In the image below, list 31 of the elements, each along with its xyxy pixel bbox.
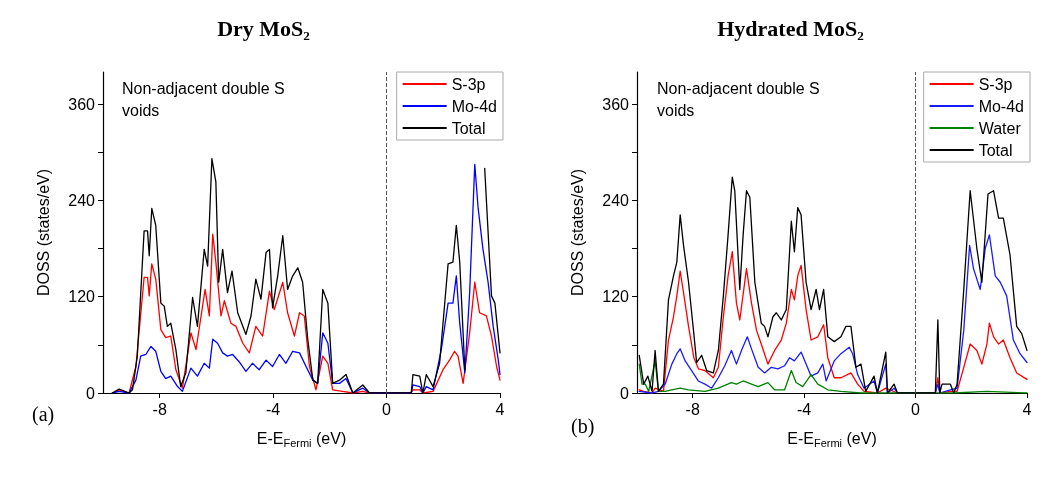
chart-title: Hydrated MoS₂ <box>717 15 865 41</box>
y-tick-label: 360 <box>68 95 96 113</box>
y-tick-label: 0 <box>620 384 630 402</box>
x-tick-label: -4 <box>797 400 812 418</box>
legend-label: Mo-4d <box>451 97 498 115</box>
annotation: Non-adjacent double S voids <box>657 79 825 119</box>
y-tick-label: 240 <box>68 191 96 209</box>
text: (b) <box>571 415 595 438</box>
chart-title: Dry MoS₂ <box>217 15 311 41</box>
legend-label: S-3p <box>451 75 486 93</box>
y-axis-title: DOSS (states/eV) <box>34 168 52 297</box>
x-tick-label: -8 <box>685 400 700 418</box>
y-tick-label: 0 <box>86 384 96 402</box>
legend-label: Total <box>978 141 1013 159</box>
x-tick-label: -8 <box>152 400 167 418</box>
y-tick-label: 240 <box>602 191 630 209</box>
x-tick-label: 0 <box>382 400 392 418</box>
legend-label: Total <box>451 119 486 137</box>
legend-label: Water <box>978 119 1022 137</box>
text: (a) <box>32 403 55 426</box>
x-tick-label: -4 <box>266 400 281 418</box>
y-tick-label: 360 <box>602 95 630 113</box>
x-tick-label: 4 <box>495 400 505 418</box>
legend-label: Mo-4d <box>978 97 1025 115</box>
y-tick-label: 120 <box>68 288 96 306</box>
x-tick-label: 4 <box>1022 400 1032 418</box>
annotation: Non-adjacent double S voids <box>122 79 290 119</box>
y-axis-title: DOSS (states/eV) <box>568 168 586 297</box>
y-tick-label: 120 <box>602 288 630 306</box>
legend-label: S-3p <box>978 75 1013 93</box>
x-tick-label: 0 <box>911 400 921 418</box>
